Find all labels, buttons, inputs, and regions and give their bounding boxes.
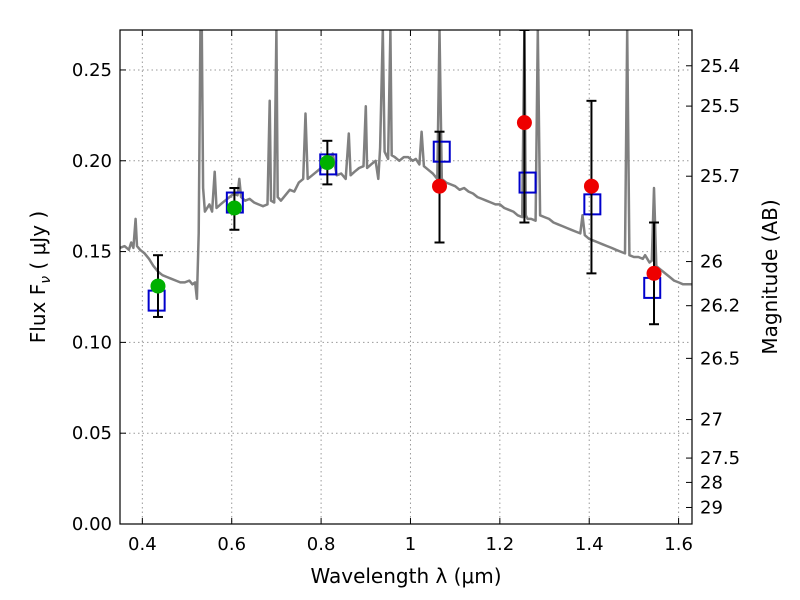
right-tick-label: 26 [700, 252, 723, 273]
observed-red-point [583, 178, 599, 194]
model-box-point [518, 171, 537, 194]
right-tick-label: 29 [700, 497, 723, 518]
axis-ticks: 0.4 0.6 0.8 1 1.2 1.4 1.6 0.00 0.05 0.10 0.15 0.20 0… [72, 30, 740, 555]
x-tick-label: 1 [405, 534, 416, 555]
x-tick-label: 0.4 [128, 534, 157, 555]
observed-green-point [226, 200, 242, 216]
y-tick-label: 0.05 [72, 423, 112, 444]
right-tick-label: 28 [700, 472, 723, 493]
x-tick-label: 1.2 [486, 534, 515, 555]
x-tick-label: 1.4 [575, 534, 604, 555]
observed-green-point [150, 278, 166, 294]
observed-green-point [319, 155, 335, 171]
y-tick-label: 0.10 [72, 332, 112, 353]
y-axis-label-main: Flux F [26, 284, 50, 343]
observed-red-point [432, 178, 448, 194]
right-tick-label: 25.5 [700, 96, 740, 117]
x-tick-label: 0.8 [307, 534, 336, 555]
plot-frame [119, 29, 693, 525]
x-tick-label: 1.6 [664, 534, 693, 555]
right-tick-label: 25.4 [700, 56, 740, 77]
observed-red-point [516, 115, 532, 131]
y-tick-label: 0.25 [72, 60, 112, 81]
observed-red-point [646, 265, 662, 281]
right-tick-label: 27.5 [700, 448, 740, 469]
x-axis-label: Wavelength λ (μm) [310, 564, 501, 588]
model-box-point [432, 140, 451, 163]
y-tick-label: 0.20 [72, 151, 112, 172]
right-tick-label: 27 [700, 410, 723, 431]
plot-area [120, 30, 692, 326]
right-tick-label: 25.7 [700, 166, 740, 187]
right-tick-label: 26.5 [700, 348, 740, 369]
right-axis-label: Magnitude (AB) [758, 199, 782, 354]
right-tick-label: 26.2 [700, 296, 740, 317]
y-tick-label: 0.15 [72, 242, 112, 263]
y-axis-label-unit: ( μJy ) [26, 211, 50, 276]
y-axis-label-sub: ν [38, 276, 54, 284]
y-tick-label: 0.00 [72, 514, 112, 535]
x-tick-label: 0.6 [217, 534, 246, 555]
y-axis-label: Flux Fν ( μJy ) [26, 211, 54, 343]
